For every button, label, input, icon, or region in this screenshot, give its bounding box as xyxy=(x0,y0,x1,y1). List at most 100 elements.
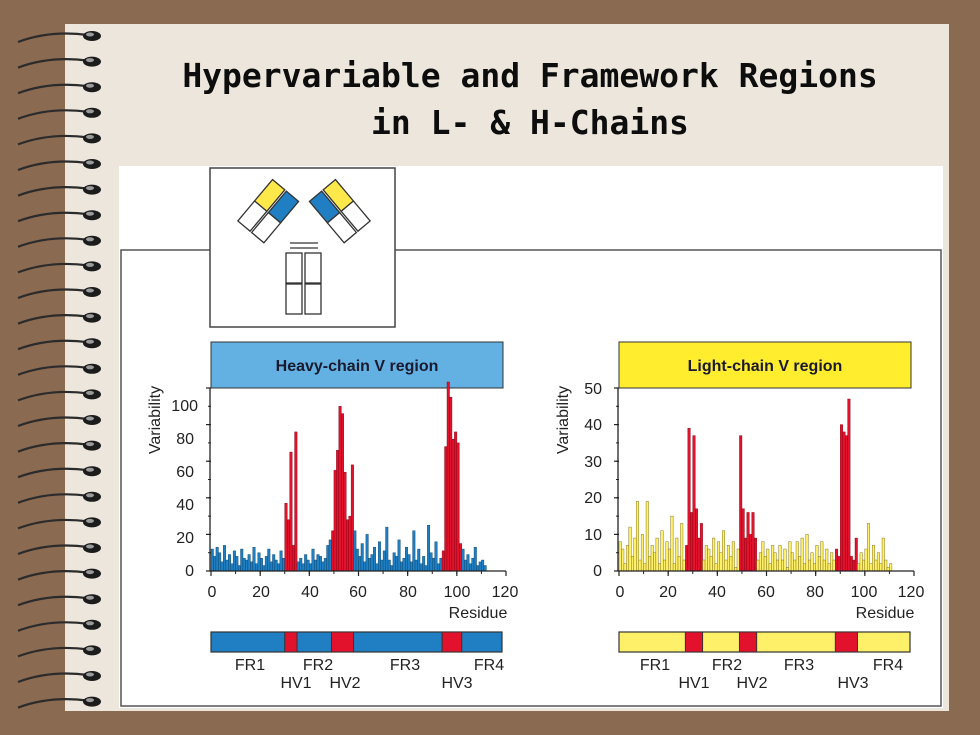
heavy-bar xyxy=(338,406,342,572)
heavy-ytick-20: 20 xyxy=(176,530,194,547)
heavy-bar xyxy=(259,557,263,572)
heavy-hv3-label: HV3 xyxy=(441,675,472,692)
light-bar xyxy=(778,545,782,572)
light-bar xyxy=(751,512,755,572)
light-bar xyxy=(872,545,875,572)
heavy-bar xyxy=(385,526,389,572)
spiral-ring-icon xyxy=(17,287,101,300)
light-bar xyxy=(859,552,863,572)
light-bar xyxy=(729,556,733,572)
light-ytick-20: 20 xyxy=(584,490,602,507)
light-bar xyxy=(665,541,669,572)
light-bar xyxy=(852,559,856,572)
heavy-bar xyxy=(373,547,376,572)
light-bar xyxy=(776,559,780,572)
heavy-bar xyxy=(323,557,327,572)
heavy-chain-header: Heavy-chain V region xyxy=(276,358,439,375)
heavy-bar xyxy=(287,519,290,572)
light-bar xyxy=(677,556,681,572)
light-bars xyxy=(618,398,893,572)
heavy-bar xyxy=(294,431,298,572)
light-bar xyxy=(645,501,649,572)
light-bar xyxy=(817,556,821,572)
heavy-bar xyxy=(341,413,345,572)
light-bar xyxy=(680,523,684,572)
light-bar xyxy=(687,428,691,572)
heavy-bar xyxy=(414,559,418,572)
light-bar xyxy=(822,559,826,572)
light-xtick-100: 100 xyxy=(851,584,878,601)
heavy-bar xyxy=(316,554,320,572)
heavy-xtick-100: 100 xyxy=(444,584,471,601)
heavy-bar xyxy=(343,471,347,572)
light-bar xyxy=(709,556,713,572)
heavy-bar xyxy=(225,559,229,572)
spiral-ring-icon xyxy=(17,210,101,223)
light-bar xyxy=(790,552,794,572)
heavy-fr1-label: FR1 xyxy=(235,657,265,674)
heavy-bar xyxy=(390,565,394,572)
heavy-bar xyxy=(299,557,303,572)
heavy-bar xyxy=(309,563,313,572)
light-bar xyxy=(840,424,843,572)
light-bar xyxy=(699,523,703,572)
light-ytick-40: 40 xyxy=(584,417,602,434)
light-hv-segment xyxy=(738,631,758,653)
heavy-hv2-label: HV2 xyxy=(329,675,360,692)
light-bar xyxy=(844,435,848,572)
heavy-hv-segment xyxy=(330,631,355,653)
heavy-bar xyxy=(446,381,450,572)
heavy-bar xyxy=(412,530,416,572)
light-bar xyxy=(781,559,784,572)
heavy-bar xyxy=(252,547,256,572)
heavy-fr2-label: FR2 xyxy=(303,657,333,674)
light-bar xyxy=(805,534,809,572)
light-ytick-10: 10 xyxy=(584,527,602,544)
heavy-bar xyxy=(417,548,421,572)
spiral-ring-icon xyxy=(17,415,101,428)
heavy-bar xyxy=(461,548,465,572)
light-bar xyxy=(884,559,888,572)
light-bar xyxy=(719,552,723,572)
spiral-ring-icon xyxy=(17,184,101,197)
heavy-bar xyxy=(333,470,337,572)
heavy-bar xyxy=(277,563,281,572)
spiral-ring-icon xyxy=(17,696,101,709)
heavy-bar xyxy=(274,559,278,572)
light-bar xyxy=(754,537,757,572)
heavy-bar xyxy=(235,556,239,572)
light-xtick-40: 40 xyxy=(708,584,726,601)
light-bar xyxy=(621,548,625,572)
heavy-bar xyxy=(301,563,305,572)
heavy-bar xyxy=(245,559,249,572)
heavy-bar xyxy=(353,530,357,572)
heavy-bar xyxy=(311,548,315,572)
light-bar xyxy=(672,563,676,572)
heavy-bar xyxy=(422,556,426,572)
light-bar xyxy=(857,563,861,572)
light-bar xyxy=(867,523,870,572)
heavy-bar xyxy=(348,515,352,572)
light-bar xyxy=(820,541,824,572)
heavy-bar xyxy=(436,563,440,572)
light-bar xyxy=(783,548,787,572)
heavy-bar xyxy=(402,557,406,572)
heavy-bar xyxy=(304,554,308,572)
heavy-bar xyxy=(360,543,364,572)
light-bar xyxy=(731,541,735,572)
light-bar xyxy=(889,563,893,572)
heavy-bar xyxy=(466,554,470,572)
light-bar xyxy=(766,548,770,572)
heavy-bar xyxy=(213,556,217,572)
heavy-bar xyxy=(387,559,391,572)
heavy-bar xyxy=(478,561,482,572)
light-bar xyxy=(707,548,711,572)
heavy-bar xyxy=(257,552,261,572)
light-bar xyxy=(741,508,745,572)
heavy-bar xyxy=(306,559,310,572)
light-bar xyxy=(643,563,647,572)
light-bar xyxy=(761,541,765,572)
heavy-bar xyxy=(242,557,246,572)
heavy-bar xyxy=(336,450,340,572)
